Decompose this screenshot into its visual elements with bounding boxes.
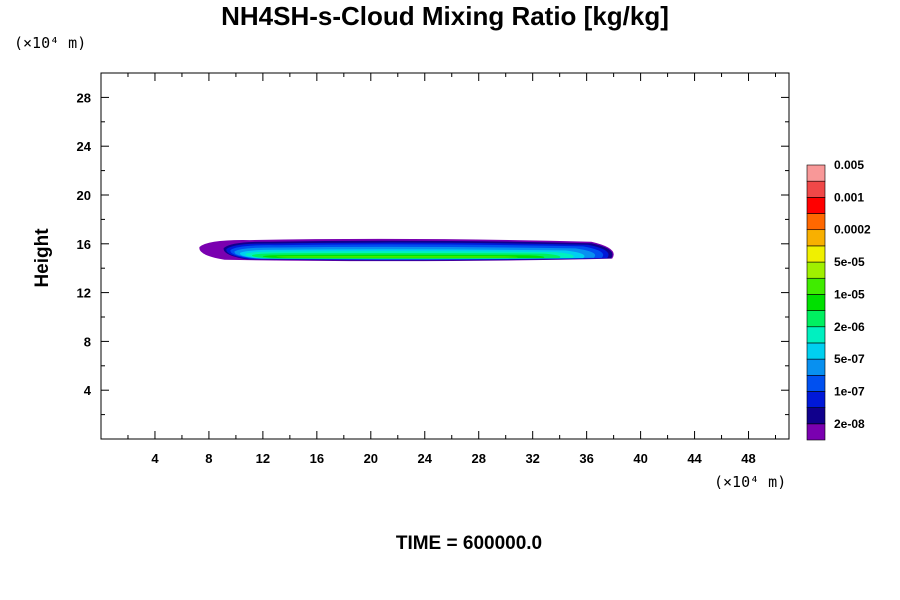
colorbar-label: 1e-07 (834, 384, 865, 398)
x-tick-label: 20 (364, 451, 378, 466)
y-tick-label: 28 (77, 90, 91, 105)
y-tick-label: 16 (77, 237, 91, 252)
x-tick-label: 32 (525, 451, 539, 466)
colorbar-label: 2e-06 (834, 320, 865, 334)
colorbar-swatch-11 (806, 245, 826, 263)
y-axis-label: Height (32, 228, 53, 288)
colorbar-swatch-13 (806, 213, 826, 231)
y-tick-label: 8 (84, 334, 91, 349)
colorbar-swatch-7 (806, 310, 826, 328)
colorbar (806, 164, 826, 441)
x-tick-label: 28 (471, 451, 485, 466)
contour-band-9 (276, 255, 518, 258)
y-axis-ticks: 4 8 12 16 20 24 28 (77, 90, 789, 416)
plot-frame (100, 72, 790, 440)
colorbar-swatch-16 (806, 164, 826, 182)
colorbar-labels: 2e-08 1e-07 5e-07 2e-06 1e-05 5e-05 0.0002 0.00… (834, 158, 871, 431)
colorbar-swatch-1 (806, 407, 826, 425)
x-axis-ticks: 4 8 12 16 20 24 28 32 36 40 44 48 (127, 73, 777, 466)
colorbar-swatch-14 (806, 197, 826, 214)
time-label: TIME = 600000.0 (396, 533, 542, 554)
colorbar-swatch-15 (806, 180, 826, 198)
colorbar-swatch-2 (806, 391, 826, 408)
cloud-contour-fill (199, 238, 614, 262)
x-tick-label: 48 (741, 451, 755, 466)
chart-title: NH4SH-s-Cloud Mixing Ratio [kg/kg] (221, 1, 669, 31)
x-tick-label: 24 (418, 451, 433, 466)
y-tick-label: 4 (84, 383, 92, 398)
y-tick-label: 20 (77, 188, 91, 203)
y-tick-label: 24 (77, 139, 92, 154)
x-tick-label: 8 (205, 451, 212, 466)
x-axis-unit: (×10⁴ m) (714, 473, 786, 491)
colorbar-label: 2e-08 (834, 417, 865, 431)
x-tick-label: 44 (687, 451, 702, 466)
colorbar-swatch-10 (806, 261, 826, 279)
colorbar-swatch-0 (806, 423, 826, 441)
colorbar-swatch-5 (806, 342, 826, 360)
x-tick-label: 12 (256, 451, 270, 466)
x-tick-label: 36 (579, 451, 593, 466)
colorbar-label: 1e-05 (834, 287, 865, 301)
y-tick-label: 12 (77, 286, 91, 301)
x-tick-label: 40 (633, 451, 647, 466)
colorbar-label: 5e-07 (834, 352, 865, 366)
y-axis-unit: (×10⁴ m) (14, 34, 86, 52)
colorbar-label: 0.0002 (834, 223, 871, 237)
colorbar-swatch-4 (806, 358, 826, 376)
colorbar-swatch-6 (806, 326, 826, 344)
colorbar-swatch-8 (806, 294, 826, 311)
colorbar-label: 5e-05 (834, 255, 865, 269)
colorbar-label: 0.005 (834, 158, 864, 172)
x-tick-label: 4 (151, 451, 159, 466)
x-tick-label: 16 (310, 451, 324, 466)
colorbar-swatch-9 (806, 277, 826, 295)
colorbar-swatch-12 (806, 229, 826, 247)
colorbar-label: 0.001 (834, 190, 864, 204)
colorbar-swatch-3 (806, 374, 826, 392)
